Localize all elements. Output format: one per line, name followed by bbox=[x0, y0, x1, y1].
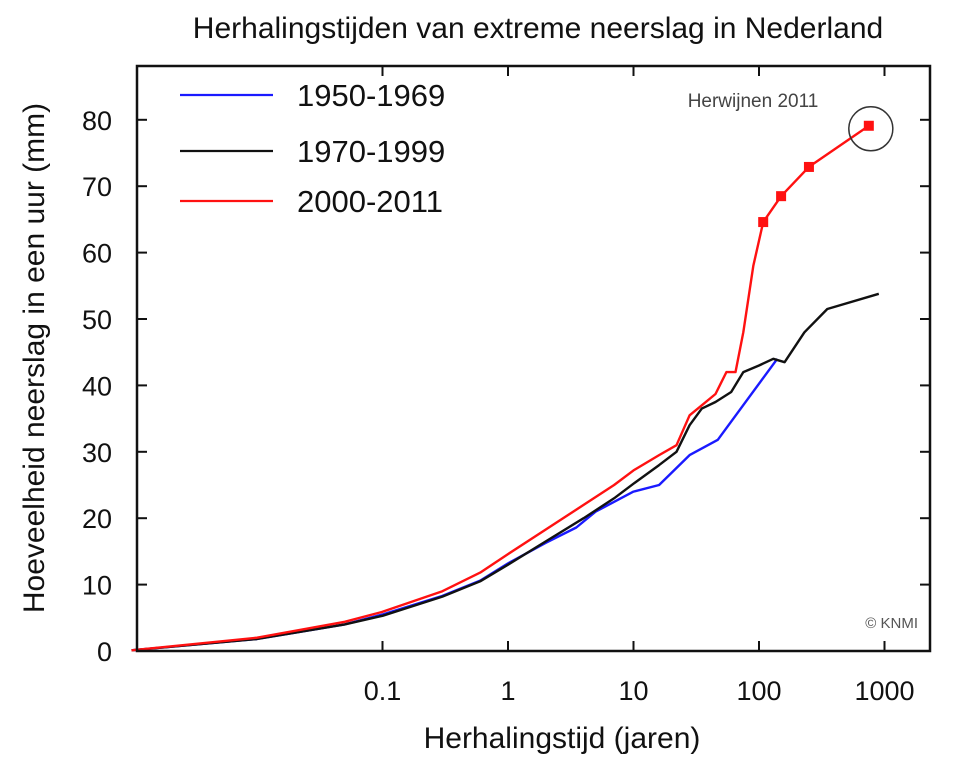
y-axis-label: Hoeveelheid neerslag in een uur (mm) bbox=[18, 103, 51, 613]
legend-label: 1970-1999 bbox=[297, 134, 445, 169]
data-point-marker bbox=[803, 161, 814, 172]
y-tick-label: 10 bbox=[82, 571, 112, 601]
x-tick-label: 10 bbox=[618, 676, 648, 706]
y-tick-label: 20 bbox=[82, 504, 112, 534]
x-tick-label: 1000 bbox=[854, 676, 914, 706]
x-tick-label: 1 bbox=[500, 676, 515, 706]
y-tick-label: 0 bbox=[97, 637, 112, 667]
data-point-marker bbox=[776, 191, 787, 202]
plot-lines bbox=[131, 124, 880, 652]
series-line-2000-2011 bbox=[131, 124, 870, 652]
y-tick-label: 70 bbox=[82, 172, 112, 202]
x-tick-label: 0.1 bbox=[364, 676, 402, 706]
chart-title: Herhalingstijden van extreme neerslag in… bbox=[193, 12, 883, 45]
data-markers bbox=[758, 120, 874, 228]
y-tick-label: 80 bbox=[82, 106, 112, 136]
y-tick-label: 30 bbox=[82, 438, 112, 468]
plot-frame bbox=[135, 64, 932, 653]
data-point-marker bbox=[863, 120, 874, 131]
y-tick-label: 60 bbox=[82, 239, 112, 269]
x-axis-ticks: 0.1 1 10 100 1000 bbox=[364, 66, 915, 706]
series-line-1970-1999 bbox=[131, 292, 880, 652]
annotation-herwijnen: Herwijnen 2011 bbox=[688, 91, 819, 112]
legend-label: 1950-1969 bbox=[297, 78, 445, 113]
x-tick-label: 100 bbox=[736, 676, 781, 706]
legend: 1950-1969 1970-1999 2000-2011 bbox=[180, 78, 445, 219]
data-point-marker bbox=[758, 217, 769, 228]
x-axis-label: Herhalingstijd (jaren) bbox=[424, 722, 701, 755]
y-tick-label: 40 bbox=[82, 371, 112, 401]
herwijnen-highlight-circle bbox=[848, 106, 894, 152]
y-tick-label: 50 bbox=[82, 305, 112, 335]
series-line-1950-1969 bbox=[131, 358, 779, 652]
credit-knmi: © KNMI bbox=[865, 615, 918, 632]
legend-label: 2000-2011 bbox=[297, 184, 443, 219]
y-axis-ticks: 0 10 20 30 40 50 60 70 80 bbox=[82, 106, 930, 667]
